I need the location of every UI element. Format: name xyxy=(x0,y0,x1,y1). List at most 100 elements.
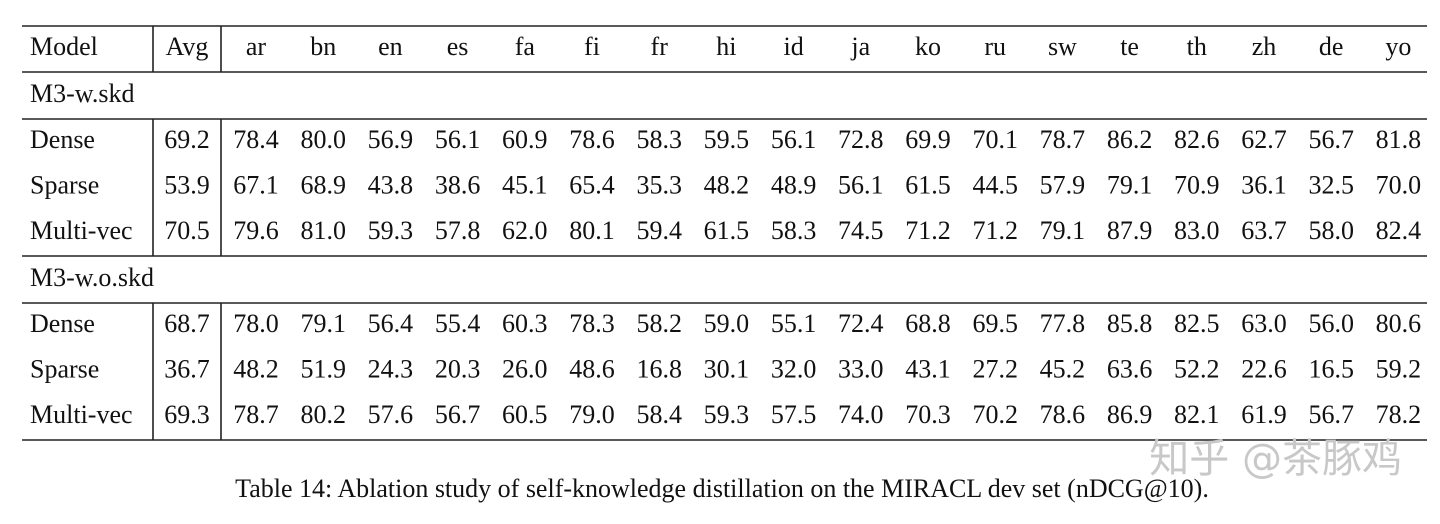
cell: 16.8 xyxy=(636,354,682,383)
cell: 69.3 xyxy=(164,400,210,429)
cell: 56.7 xyxy=(435,400,481,429)
cell: 83.0 xyxy=(1174,216,1220,245)
cell: 57.8 xyxy=(435,216,481,245)
cell: 70.9 xyxy=(1174,170,1220,199)
cell: 71.2 xyxy=(972,216,1018,245)
column-header: Model xyxy=(30,32,98,61)
column-header: zh xyxy=(1252,32,1277,61)
cell: 51.9 xyxy=(300,354,346,383)
cell: 62.7 xyxy=(1241,125,1287,154)
cell: 26.0 xyxy=(502,354,548,383)
cell: 24.3 xyxy=(368,354,414,383)
cell: 56.1 xyxy=(771,125,817,154)
column-header: Avg xyxy=(166,32,209,61)
column-header: ko xyxy=(915,32,941,61)
cell: 78.7 xyxy=(233,400,279,429)
cell: 59.2 xyxy=(1376,354,1422,383)
cell: 62.0 xyxy=(502,216,548,245)
cell: 85.8 xyxy=(1107,309,1153,338)
cell: 79.1 xyxy=(300,309,346,338)
row-label: Dense xyxy=(30,309,95,338)
watermark: 知乎 @茶豚鸡 xyxy=(1149,436,1402,482)
cell: 58.3 xyxy=(636,125,682,154)
cell: 58.3 xyxy=(771,216,817,245)
cell: 65.4 xyxy=(569,170,615,199)
caption: Table 14: Ablation study of self-knowled… xyxy=(235,474,1209,503)
cell: 72.8 xyxy=(838,125,884,154)
cell: 35.3 xyxy=(636,170,682,199)
cell: 71.2 xyxy=(905,216,951,245)
cell: 86.2 xyxy=(1107,125,1153,154)
cell: 33.0 xyxy=(838,354,884,383)
cell: 68.8 xyxy=(905,309,951,338)
column-header: id xyxy=(783,32,803,61)
cell: 56.1 xyxy=(435,125,481,154)
cell: 48.6 xyxy=(569,354,615,383)
cell: 60.9 xyxy=(502,125,548,154)
cell: 72.4 xyxy=(838,309,884,338)
cell: 55.1 xyxy=(771,309,817,338)
cell: 70.3 xyxy=(905,400,951,429)
cell: 82.1 xyxy=(1174,400,1220,429)
cell: 87.9 xyxy=(1107,216,1153,245)
cell: 57.9 xyxy=(1040,170,1086,199)
row-label: Sparse xyxy=(30,354,99,383)
cell: 77.8 xyxy=(1040,309,1086,338)
column-header: th xyxy=(1187,32,1207,61)
cell: 36.1 xyxy=(1241,170,1287,199)
column-header: sw xyxy=(1048,32,1077,61)
cell: 56.1 xyxy=(838,170,884,199)
cell: 56.7 xyxy=(1308,400,1354,429)
cell: 60.5 xyxy=(502,400,548,429)
column-header: ar xyxy=(246,32,267,61)
cell: 45.2 xyxy=(1040,354,1086,383)
column-header: en xyxy=(378,32,403,61)
cell: 80.1 xyxy=(569,216,615,245)
cell: 78.4 xyxy=(233,125,279,154)
cell: 58.0 xyxy=(1308,216,1354,245)
cell: 69.2 xyxy=(164,125,210,154)
cell: 61.9 xyxy=(1241,400,1287,429)
cell: 30.1 xyxy=(704,354,750,383)
cell: 80.2 xyxy=(300,400,346,429)
cell: 61.5 xyxy=(905,170,951,199)
row-label: Dense xyxy=(30,125,95,154)
cell: 38.6 xyxy=(435,170,481,199)
cell: 59.3 xyxy=(704,400,750,429)
cell: 70.1 xyxy=(972,125,1018,154)
cell: 74.5 xyxy=(838,216,884,245)
cell: 48.9 xyxy=(771,170,817,199)
row-label: Multi-vec xyxy=(30,400,133,429)
cell: 59.0 xyxy=(704,309,750,338)
cell: 82.6 xyxy=(1174,125,1220,154)
cell: 52.2 xyxy=(1174,354,1220,383)
column-header: de xyxy=(1319,32,1344,61)
cell: 57.5 xyxy=(771,400,817,429)
cell: 56.4 xyxy=(368,309,414,338)
cell: 79.1 xyxy=(1040,216,1086,245)
cell: 56.0 xyxy=(1308,309,1354,338)
cell: 69.9 xyxy=(905,125,951,154)
cell: 58.2 xyxy=(636,309,682,338)
column-header: fi xyxy=(584,32,600,61)
column-header: te xyxy=(1120,32,1139,61)
cell: 63.0 xyxy=(1241,309,1287,338)
column-header: hi xyxy=(716,32,736,61)
column-header: ja xyxy=(850,32,870,61)
cell: 78.6 xyxy=(569,125,615,154)
cell: 78.6 xyxy=(1040,400,1086,429)
cell: 43.8 xyxy=(368,170,414,199)
cell: 43.1 xyxy=(905,354,951,383)
cell: 80.0 xyxy=(300,125,346,154)
cell: 78.0 xyxy=(233,309,279,338)
cell: 59.3 xyxy=(368,216,414,245)
cell: 56.9 xyxy=(368,125,414,154)
cell: 79.6 xyxy=(233,216,279,245)
row-label: Multi-vec xyxy=(30,216,133,245)
cell: 59.5 xyxy=(704,125,750,154)
column-header: es xyxy=(447,32,469,61)
cell: 60.3 xyxy=(502,309,548,338)
cell: 55.4 xyxy=(435,309,481,338)
cell: 78.2 xyxy=(1376,400,1422,429)
